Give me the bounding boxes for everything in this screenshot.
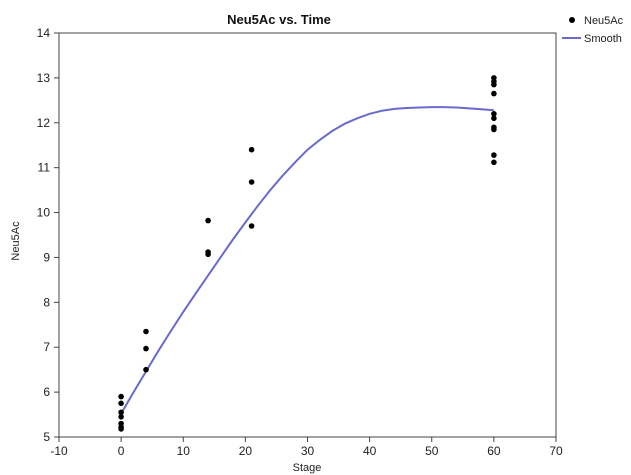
y-tick-label: 12 (37, 116, 51, 130)
data-point (248, 223, 255, 229)
data-point (118, 426, 124, 432)
x-tick-label: 10 (177, 444, 191, 458)
x-axis: -10 0 10 20 30 40 50 60 70 (50, 437, 563, 458)
plot-frame (58, 32, 557, 438)
y-axis-label: Neu5Ac (10, 221, 22, 261)
x-axis-label: Stage (293, 462, 322, 474)
data-point (491, 152, 497, 158)
y-tick-label: 11 (38, 161, 51, 175)
y-tick-label: 14 (37, 26, 51, 40)
smooth-line (120, 106, 494, 415)
y-axis: 5 6 7 8 9 10 11 12 13 14 (37, 26, 59, 444)
data-point (143, 366, 149, 373)
data-point (491, 115, 497, 122)
y-tick-label: 13 (37, 71, 51, 85)
y-tick-label: 8 (43, 295, 50, 309)
series-layer (118, 75, 497, 432)
data-point (205, 217, 211, 224)
data-point (118, 400, 124, 407)
y-tick-label: 9 (43, 250, 50, 264)
x-tick-label: 30 (301, 444, 315, 458)
x-tick-label: 70 (549, 444, 563, 458)
x-tick-label: 50 (425, 444, 439, 458)
y-tick-label: 10 (37, 206, 51, 220)
legend-label-points: Neu5Ac (584, 15, 624, 27)
chart-title: Neu5Ac vs. Time (227, 12, 331, 27)
data-point (491, 159, 497, 166)
legend-marker-points (569, 17, 575, 23)
data-point (248, 146, 255, 153)
legend-label-smooth: Smooth (584, 33, 622, 45)
data-point (118, 409, 124, 416)
y-tick-label: 6 (43, 385, 50, 399)
data-point (143, 345, 149, 352)
x-tick-label: -10 (50, 444, 68, 458)
legend: Neu5Ac Smooth (562, 15, 624, 45)
data-point (491, 90, 497, 97)
x-tick-label: 40 (363, 444, 377, 458)
data-point (491, 126, 497, 133)
x-tick-label: 60 (487, 444, 501, 458)
data-point (248, 179, 255, 185)
x-tick-label: 0 (118, 444, 125, 458)
y-tick-label: 5 (43, 430, 50, 444)
data-point (118, 393, 124, 400)
y-tick-label: 7 (43, 340, 50, 354)
data-point (205, 251, 211, 258)
data-point (143, 328, 149, 335)
x-tick-label: 20 (239, 444, 253, 458)
data-point (118, 414, 124, 420)
data-point (491, 111, 497, 117)
data-point (491, 81, 497, 88)
